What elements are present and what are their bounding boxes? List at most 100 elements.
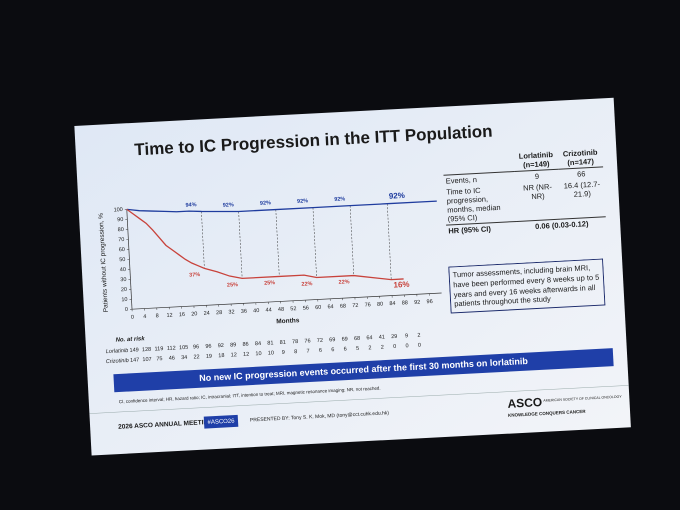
y-tick-label: 30	[120, 277, 126, 283]
at-risk-count: 107	[142, 357, 151, 363]
landmark-label: 25%	[264, 280, 275, 287]
y-tick-label: 80	[118, 227, 124, 233]
x-tick-label: 4	[143, 314, 146, 320]
x-tick-label: 36	[241, 309, 247, 315]
at-risk-count: 9	[282, 350, 285, 356]
table-header: Crizotinib (n=147)	[562, 147, 598, 168]
at-risk-count: 8	[294, 349, 297, 355]
at-risk-title: No. at risk	[115, 336, 145, 344]
at-risk-count: 6	[331, 347, 334, 353]
table-cell: HR (95% CI)	[448, 224, 492, 236]
x-tick-label: 72	[352, 303, 358, 309]
table-header: Lorlatinib (n=149)	[518, 149, 554, 170]
landmark-label: 16%	[393, 280, 409, 290]
y-tick-label: 0	[125, 307, 128, 313]
at-risk-count: 96	[193, 344, 199, 350]
y-tick-label: 100	[113, 207, 122, 213]
table-cell: NR (NR-NR)	[522, 182, 553, 202]
at-risk-count: 12	[231, 352, 237, 358]
x-tick-label: 64	[327, 304, 333, 310]
x-tick-label: 52	[290, 306, 296, 312]
x-tick-label: 24	[204, 311, 210, 317]
footer-logo: ASCO	[507, 395, 542, 411]
table-cell: 16.4 (12.7-21.9)	[563, 179, 601, 199]
at-risk-count: 22	[193, 354, 199, 360]
at-risk-count: 6	[344, 346, 347, 352]
at-risk-count: 112	[167, 345, 176, 351]
x-tick-label: 28	[216, 310, 222, 316]
landmark-label: 25%	[227, 282, 238, 289]
at-risk-count: 0	[405, 343, 408, 349]
x-tick-label: 88	[402, 300, 408, 306]
at-risk-count: 34	[181, 355, 187, 361]
x-axis-label: Months	[276, 317, 300, 325]
at-risk-count: 18	[218, 353, 224, 359]
at-risk-count: 46	[169, 355, 175, 361]
hashtag-bg	[203, 414, 239, 429]
landmark-label: 92%	[297, 198, 308, 205]
at-risk-count: 76	[304, 338, 310, 344]
at-risk-count: 147	[130, 357, 139, 363]
at-risk-count: 2	[417, 333, 420, 339]
at-risk-count: 2	[368, 345, 371, 351]
km-curve	[126, 200, 437, 213]
landmark-label: 22%	[338, 279, 349, 286]
banner-bg	[113, 348, 614, 393]
at-risk-count: 29	[391, 334, 397, 340]
x-tick-label: 0	[131, 315, 134, 321]
landmark-line	[312, 207, 317, 278]
at-risk-count: 84	[255, 341, 261, 347]
x-tick-label: 16	[179, 312, 185, 318]
at-risk-count: 68	[354, 336, 360, 342]
at-risk-count: 7	[306, 348, 309, 354]
x-tick-label: 76	[365, 302, 371, 308]
at-risk-count: 10	[255, 351, 261, 357]
at-risk-count: 119	[154, 346, 163, 352]
at-risk-count: 12	[243, 352, 249, 358]
at-risk-count: 19	[206, 354, 212, 360]
y-tick-label: 20	[121, 287, 127, 293]
x-tick-label: 12	[166, 313, 172, 319]
y-tick-label: 60	[119, 247, 125, 253]
at-risk-count: 81	[280, 340, 286, 346]
x-tick-label: 60	[315, 305, 321, 311]
landmark-label: 92%	[334, 196, 345, 203]
footer-society: AMERICAN SOCIETY OF CLINICAL ONCOLOGY	[543, 395, 622, 403]
x-tick-label: 20	[191, 311, 197, 317]
x-tick-label: 8	[156, 313, 159, 319]
y-tick-label: 90	[117, 217, 123, 223]
at-risk-name: Crizotinib	[106, 358, 129, 365]
landmark-line	[238, 211, 243, 279]
at-risk-count: 5	[356, 346, 359, 352]
at-risk-count: 2	[381, 345, 384, 351]
summary-table: Lorlatinib (n=149)Crizotinib (n=147) Eve…	[442, 146, 607, 237]
at-risk-count: 96	[205, 344, 211, 350]
x-tick-label: 40	[253, 308, 259, 314]
at-risk-count: 86	[242, 342, 248, 348]
at-risk-count: 69	[341, 336, 347, 342]
x-tick-label: 96	[426, 299, 432, 305]
at-risk-name: Lorlatinib	[106, 348, 129, 355]
footer-meeting: 2026 ASCO ANNUAL MEETING	[118, 419, 213, 431]
x-tick-label: 56	[303, 305, 309, 311]
at-risk-count: 72	[317, 338, 323, 344]
x-tick-label: 80	[377, 302, 383, 308]
x-tick-label: 48	[278, 307, 284, 313]
x-axis	[132, 292, 442, 310]
landmark-label: 22%	[301, 281, 312, 288]
at-risk-count: 92	[218, 343, 224, 349]
y-tick-label: 10	[121, 297, 127, 303]
at-risk-count: 149	[129, 347, 138, 353]
x-tick-label: 44	[265, 307, 271, 313]
x-tick-label: 92	[414, 300, 420, 306]
table-cell: Time to IC progression, months, median (…	[446, 185, 501, 224]
at-risk-count: 69	[329, 337, 335, 343]
x-tick-label: 84	[389, 301, 395, 307]
landmark-label: 92%	[260, 200, 271, 207]
at-risk-count: 81	[267, 340, 273, 346]
km-curve	[126, 208, 404, 281]
footer-hashtag: #ASCO26	[207, 419, 235, 426]
landmark-line	[387, 203, 392, 280]
note-box: Tumor assessments, including brain MRI, …	[448, 258, 606, 314]
